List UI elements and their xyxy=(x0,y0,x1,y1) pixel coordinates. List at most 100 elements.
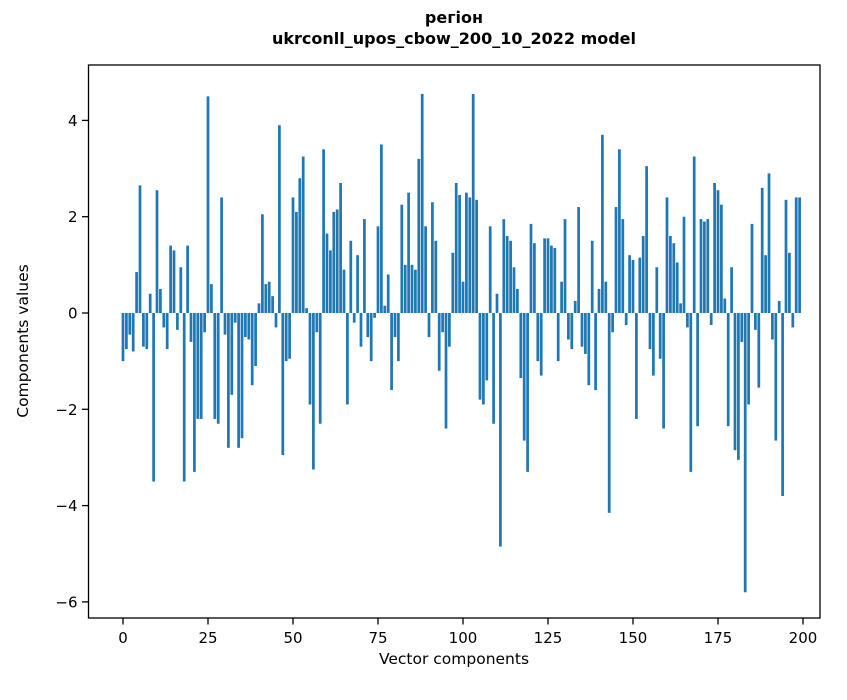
bar xyxy=(655,267,659,313)
bar xyxy=(346,313,349,405)
bar xyxy=(635,313,638,419)
x-tick-label: 75 xyxy=(368,629,387,647)
bar xyxy=(335,209,339,313)
bar xyxy=(278,125,281,313)
x-tick-label: 25 xyxy=(198,629,217,647)
bar xyxy=(206,96,210,313)
bar xyxy=(590,240,594,313)
bar xyxy=(427,313,431,338)
bar xyxy=(682,216,686,313)
bar xyxy=(624,313,628,326)
bar xyxy=(475,199,478,313)
x-tick-label: 175 xyxy=(704,629,733,647)
bar xyxy=(162,313,166,328)
bar xyxy=(369,313,373,362)
bar xyxy=(414,269,417,314)
bar xyxy=(679,303,682,313)
bar xyxy=(318,313,322,424)
bar xyxy=(577,207,580,313)
bar xyxy=(692,156,696,313)
bar xyxy=(573,300,577,313)
bar xyxy=(777,300,781,313)
bar xyxy=(393,313,397,338)
bar xyxy=(373,313,376,318)
bar xyxy=(135,272,138,313)
bar xyxy=(417,158,421,313)
bar xyxy=(658,313,662,359)
bar xyxy=(281,313,285,456)
bar xyxy=(597,288,601,313)
y-tick-label: −4 xyxy=(55,497,77,515)
bar xyxy=(560,281,563,313)
bar xyxy=(305,308,308,314)
bar xyxy=(512,267,516,313)
bar xyxy=(431,202,434,313)
bar xyxy=(743,313,747,593)
bar xyxy=(492,313,495,424)
bar xyxy=(760,187,764,313)
bar xyxy=(448,313,451,347)
x-tick-label: 50 xyxy=(283,629,302,647)
bar xyxy=(594,313,597,391)
bar xyxy=(550,245,553,313)
bar xyxy=(703,221,706,313)
bar xyxy=(529,223,533,313)
bar xyxy=(488,226,492,313)
bar xyxy=(567,313,570,340)
bar xyxy=(441,313,444,333)
bar xyxy=(771,313,774,340)
bar xyxy=(291,197,295,313)
bar xyxy=(764,255,767,313)
bar xyxy=(788,252,791,313)
bar xyxy=(152,313,155,482)
bar xyxy=(604,281,608,313)
bar xyxy=(451,252,455,313)
bar xyxy=(247,313,251,340)
bar xyxy=(165,313,169,350)
bar xyxy=(478,313,482,400)
bar xyxy=(645,166,648,313)
bar xyxy=(284,313,288,362)
bar xyxy=(669,235,672,313)
bar xyxy=(237,313,240,448)
bar xyxy=(665,197,669,313)
bar xyxy=(672,243,676,313)
y-tick-label: 2 xyxy=(68,208,78,226)
bar xyxy=(648,313,652,350)
bar xyxy=(556,313,560,362)
bar xyxy=(352,313,356,323)
bar xyxy=(339,183,342,313)
bar xyxy=(308,313,312,405)
bar xyxy=(563,219,567,313)
bar xyxy=(553,248,557,313)
chart-title-word: регіон xyxy=(424,8,484,27)
y-tick-label: −6 xyxy=(55,593,77,611)
bar xyxy=(482,313,485,405)
bar xyxy=(376,226,380,313)
bar xyxy=(189,313,193,342)
bar xyxy=(720,204,723,313)
bar xyxy=(618,149,621,313)
bar xyxy=(696,313,699,427)
bar xyxy=(485,313,489,381)
bar xyxy=(471,93,475,313)
bar xyxy=(397,313,400,362)
bar xyxy=(584,313,587,354)
bar xyxy=(220,197,223,313)
bar xyxy=(611,313,614,333)
bar xyxy=(159,288,162,313)
bar xyxy=(628,255,631,313)
bar xyxy=(138,185,142,313)
bar xyxy=(182,313,186,482)
bar xyxy=(349,240,353,313)
bar xyxy=(233,313,237,323)
bar xyxy=(454,183,458,313)
y-tick-label: −2 xyxy=(55,401,77,419)
axes-spines xyxy=(87,64,821,619)
bar xyxy=(271,296,274,313)
bar xyxy=(216,313,220,424)
bar xyxy=(257,303,261,313)
x-tick-label: 0 xyxy=(118,629,128,647)
bar xyxy=(730,267,733,313)
